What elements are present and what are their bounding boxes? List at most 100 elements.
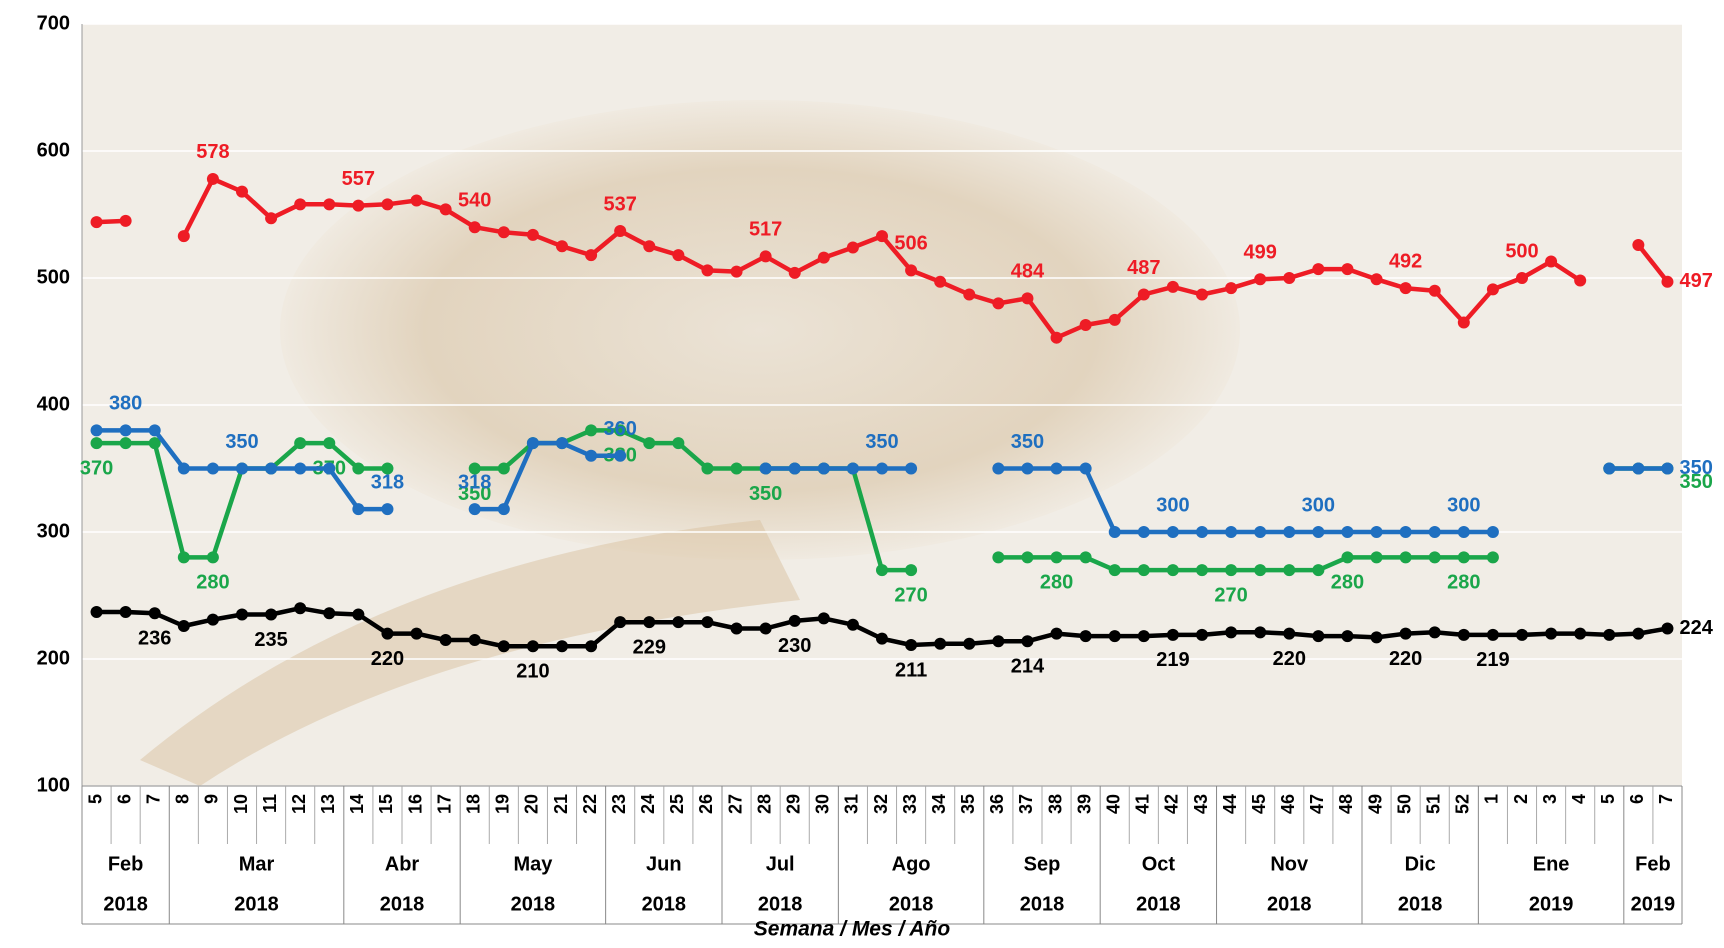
x-tick-label: 4 [1569,794,1589,804]
data-point [1545,255,1557,267]
data-point [1458,629,1470,641]
data-point [120,606,132,618]
x-tick-label: 11 [260,794,280,813]
data-point [963,638,975,650]
data-point [1167,281,1179,293]
data-point [847,463,859,475]
data-point [1371,273,1383,285]
data-label: 300 [1156,494,1189,516]
data-point [1225,526,1237,538]
x-tick-label: 7 [143,794,163,804]
data-point [149,607,161,619]
data-point [236,463,248,475]
x-tick-label: 5 [85,794,105,804]
x-tick-label: 45 [1249,794,1269,814]
data-point [760,463,772,475]
x-tick-label: 50 [1394,794,1414,814]
x-tick-label: 1 [1482,794,1502,804]
data-point [323,198,335,210]
x-tick-label: 39 [1074,794,1094,814]
x-tick-label: 20 [522,794,542,814]
x-tick-label: 15 [376,794,396,814]
data-point [876,633,888,645]
data-label: 537 [603,193,636,215]
data-point [1516,629,1528,641]
data-point [818,463,830,475]
data-point [91,606,103,618]
data-point [1138,526,1150,538]
month-label: May [513,853,553,875]
data-label: 350 [1679,457,1712,479]
data-point [614,225,626,237]
data-point [934,638,946,650]
month-label: Nov [1270,853,1309,875]
page: 100200300400500600700 567Feb201889101112… [0,0,1724,948]
data-point [1283,526,1295,538]
data-point [1603,629,1615,641]
data-point [672,437,684,449]
data-point [498,503,510,515]
data-point [1400,282,1412,294]
month-label: Jun [646,853,682,875]
data-label: 350 [749,483,782,505]
month-label: Mar [239,853,275,875]
data-label: 300 [1302,494,1335,516]
month-label: Dic [1405,853,1436,875]
data-point [440,203,452,215]
data-point [1196,526,1208,538]
data-point [1341,263,1353,275]
x-tick-label: 27 [725,794,745,814]
y-tick-label: 600 [37,139,70,161]
x-tick-label: 51 [1423,794,1443,814]
data-point [1225,564,1237,576]
data-point [1254,564,1266,576]
data-point [120,215,132,227]
data-point [731,463,743,475]
data-point [1400,526,1412,538]
data-point [411,628,423,640]
data-point [614,616,626,628]
data-point [1138,630,1150,642]
data-point [1371,526,1383,538]
data-point [614,450,626,462]
data-point [1341,630,1353,642]
data-label: 499 [1243,242,1276,264]
data-point [498,640,510,652]
data-point [1021,551,1033,563]
data-point [1400,628,1412,640]
data-point [847,619,859,631]
data-point [411,195,423,207]
data-point [1196,564,1208,576]
data-point [876,463,888,475]
data-point [207,614,219,626]
data-point [1167,526,1179,538]
data-label: 219 [1476,649,1509,671]
data-point [1632,463,1644,475]
x-tick-label: 48 [1336,794,1356,814]
data-label: 224 [1679,617,1713,639]
x-tick-label: 17 [434,794,454,814]
data-label: 219 [1156,649,1189,671]
data-point [381,503,393,515]
data-point [1632,239,1644,251]
data-label: 557 [342,168,375,190]
month-label: Sep [1024,853,1061,875]
x-tick-label: 36 [987,794,1007,814]
data-label: 360 [603,418,636,440]
data-point [149,424,161,436]
data-point [672,249,684,261]
data-point [1661,276,1673,288]
data-point [120,437,132,449]
data-point [992,297,1004,309]
data-point [701,264,713,276]
data-point [1254,626,1266,638]
data-point [236,609,248,621]
x-tick-label: 13 [318,794,338,814]
x-tick-label: 49 [1365,794,1385,814]
data-label: 280 [1040,572,1073,594]
data-point [498,226,510,238]
data-point [178,463,190,475]
data-point [905,564,917,576]
data-point [294,198,306,210]
month-label: Feb [1635,853,1671,875]
